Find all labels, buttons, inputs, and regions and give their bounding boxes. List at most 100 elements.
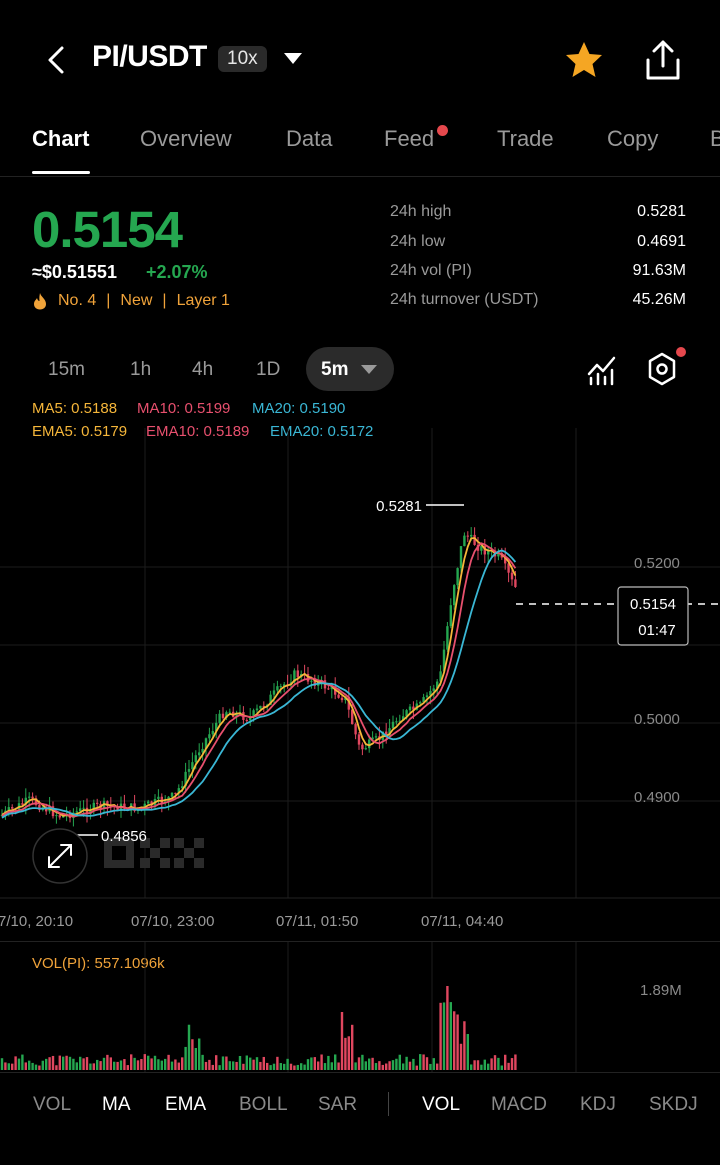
- volume-bar: [514, 1054, 517, 1070]
- indicator-vol-main[interactable]: VOL: [33, 1094, 72, 1115]
- indicator-skdj[interactable]: SKDJ: [649, 1094, 698, 1115]
- indicator-kdj[interactable]: KDJ: [580, 1094, 616, 1115]
- tab-copy[interactable]: Copy: [607, 126, 659, 151]
- candle-body: [330, 686, 333, 690]
- candle-body: [211, 731, 214, 735]
- settings-icon[interactable]: [644, 350, 680, 388]
- candle-body: [446, 626, 449, 650]
- volume-bar: [55, 1065, 58, 1070]
- stat-label-vol: 24h vol (PI): [390, 262, 472, 279]
- tab-chart[interactable]: Chart: [32, 126, 90, 151]
- candle-body: [147, 801, 150, 804]
- indicator-ma[interactable]: MA: [102, 1094, 131, 1115]
- tab-more[interactable]: B: [710, 126, 720, 151]
- volume-bar: [374, 1063, 378, 1070]
- indicator-boll[interactable]: BOLL: [239, 1094, 288, 1115]
- candle-body: [92, 802, 95, 811]
- indicator-vol-sub[interactable]: VOL: [422, 1094, 461, 1115]
- volume-bar: [436, 1063, 439, 1070]
- candle-body: [473, 534, 476, 545]
- back-chevron-icon[interactable]: [40, 40, 74, 80]
- expand-chart-button[interactable]: [32, 828, 88, 884]
- active-tab-indicator: [32, 171, 90, 174]
- layer-tag[interactable]: Layer 1: [176, 292, 230, 309]
- tab-feed[interactable]: Feed: [384, 126, 435, 151]
- candle-body: [184, 771, 187, 787]
- candle-body: [181, 786, 184, 789]
- legend-ema20: EMA20: 0.5172: [270, 423, 374, 440]
- candle-body: [198, 752, 201, 756]
- volume-bar: [17, 1058, 21, 1070]
- volume-bar: [150, 1058, 153, 1070]
- candle-body: [133, 803, 136, 812]
- star-icon[interactable]: [562, 40, 606, 80]
- divider: [0, 941, 720, 942]
- rank-tag[interactable]: No. 4: [58, 292, 97, 309]
- volume-bar: [442, 1002, 446, 1070]
- candle-body: [143, 803, 146, 808]
- candle-body: [429, 691, 432, 696]
- stat-value-low: 0.4691: [637, 233, 686, 250]
- volume-bar: [211, 1064, 214, 1070]
- volume-bar: [41, 1060, 44, 1070]
- tag-separator: |: [106, 292, 111, 309]
- volume-bar: [347, 1036, 350, 1070]
- candle-body: [283, 684, 286, 687]
- volume-bar: [147, 1055, 150, 1070]
- candle-body: [272, 690, 276, 695]
- candle-body: [357, 734, 361, 745]
- candle-body: [439, 671, 442, 682]
- interval-15m[interactable]: 15m: [48, 359, 85, 380]
- interval-1d[interactable]: 1D: [256, 359, 281, 380]
- price-axis-label: 0.4900: [634, 789, 680, 806]
- volume-bar: [106, 1054, 109, 1070]
- volume-bar: [68, 1056, 72, 1070]
- candle-body: [262, 705, 265, 707]
- interval-selector[interactable]: [306, 347, 394, 391]
- candle-body: [21, 803, 24, 805]
- candle-body: [408, 706, 412, 711]
- legend-ema10: EMA10: 0.5189: [146, 423, 250, 440]
- volume-bar: [320, 1054, 323, 1070]
- candle-body: [354, 724, 357, 735]
- volume-bar: [408, 1061, 412, 1070]
- tab-trade[interactable]: Trade: [497, 126, 554, 151]
- volume-bar: [456, 1014, 459, 1070]
- volume-bar: [327, 1055, 330, 1070]
- time-axis-label: 07/11, 04:40: [421, 913, 503, 930]
- candle-body: [422, 697, 425, 703]
- candlestick-chart[interactable]: 0.5281 0.4856 0.5200 0.5000 0.4900 0.515…: [0, 398, 720, 940]
- volume-bar: [398, 1054, 401, 1070]
- volume-bar: [79, 1056, 82, 1070]
- interval-1h[interactable]: 1h: [130, 359, 152, 380]
- share-icon[interactable]: [640, 38, 686, 84]
- tag-row: No. 4 | New | Layer 1: [32, 292, 230, 310]
- candle-body: [204, 738, 208, 749]
- volume-bar: [116, 1061, 119, 1070]
- volume-bar: [194, 1048, 197, 1070]
- volume-bar: [113, 1061, 116, 1070]
- candle-body: [235, 712, 238, 718]
- tab-overview[interactable]: Overview: [140, 126, 232, 151]
- usd-price: ≈$0.51551: [32, 262, 117, 282]
- volume-bar: [191, 1039, 194, 1070]
- volume-bar: [177, 1062, 180, 1070]
- volume-bar: [381, 1064, 384, 1070]
- candle-body: [55, 815, 58, 817]
- indicator-macd[interactable]: MACD: [491, 1094, 547, 1115]
- candle-body: [38, 804, 41, 810]
- drawing-tools-icon[interactable]: [586, 352, 618, 386]
- indicator-ema[interactable]: EMA: [165, 1094, 207, 1115]
- chevron-down-icon[interactable]: [284, 53, 302, 64]
- new-tag[interactable]: New: [120, 292, 153, 309]
- volume-bar: [334, 1054, 337, 1070]
- volume-bar: [72, 1058, 75, 1070]
- tab-data[interactable]: Data: [286, 126, 333, 151]
- indicator-sar[interactable]: SAR: [318, 1094, 358, 1115]
- interval-4h[interactable]: 4h: [192, 359, 214, 380]
- candle-body: [296, 670, 299, 678]
- candle-body: [306, 674, 310, 682]
- volume-bar: [402, 1063, 405, 1070]
- candle-body: [221, 713, 225, 718]
- pair-title[interactable]: PI/USDT: [92, 40, 207, 73]
